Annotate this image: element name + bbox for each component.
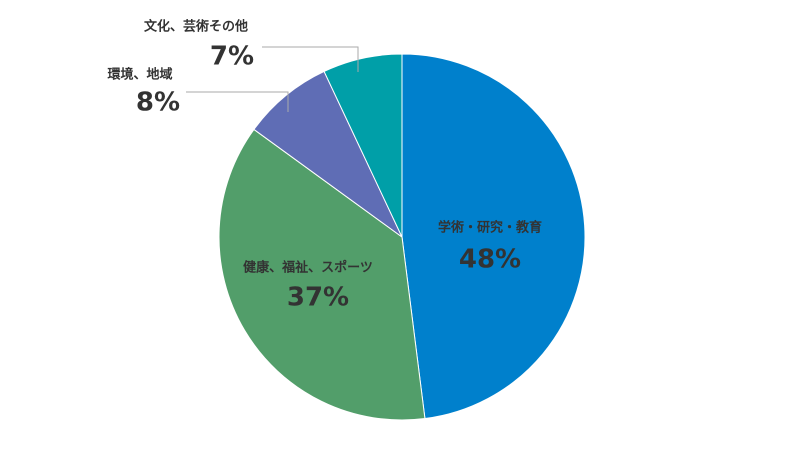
- leader-line: [186, 91, 289, 112]
- pie-slice: [253, 70, 403, 238]
- value-label: 7%: [210, 42, 254, 72]
- labels: 学術・研究・教育 48% 健康、福祉、スポーツ 37% 環境、地域 8% 文化、芸術その他 7…: [107, 19, 542, 313]
- category-label: 文化、芸術その他: [144, 19, 248, 35]
- pie-slice: [401, 53, 586, 420]
- category-label: 環境、地域: [107, 67, 172, 83]
- value-label: 37%: [287, 283, 349, 313]
- value-label: 48%: [459, 245, 521, 275]
- pie: [218, 53, 586, 421]
- category-label: 健康、福祉、スポーツ: [243, 260, 373, 276]
- pie-slice: [323, 53, 403, 238]
- category-label: 学術・研究・教育: [438, 220, 542, 236]
- value-label: 8%: [136, 88, 180, 118]
- pie-slice: [218, 128, 426, 421]
- leader-line: [262, 46, 359, 72]
